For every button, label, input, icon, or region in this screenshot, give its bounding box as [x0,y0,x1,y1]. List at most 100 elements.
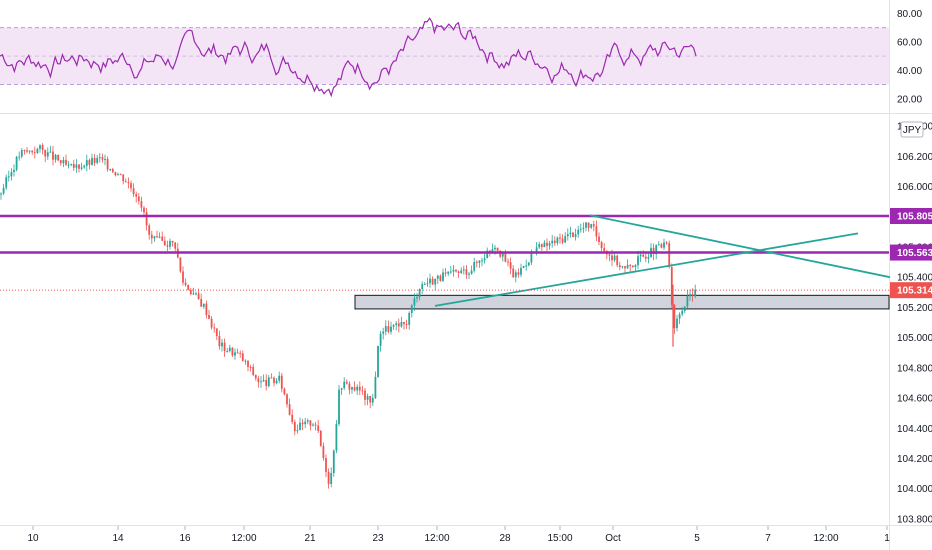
candle-body [600,242,603,249]
candle-body [434,278,437,285]
candle-body [197,293,200,300]
candle-body [374,376,377,398]
candle-body [681,310,684,315]
candle-body [161,236,164,241]
candle-body [312,424,314,426]
price-tick-label: 103.800 [897,514,932,525]
rsi-tick-label: 40.00 [897,66,922,77]
candle-body [301,422,304,425]
candle-body [551,240,554,244]
candle-body [611,255,613,261]
candle-body [517,272,520,275]
candle-body [130,183,132,189]
candle-body [590,224,593,228]
candle-body [52,151,54,160]
candle-body [332,450,335,474]
time-axis: 10 14 16 12:00 21 23 12:00 28 15:00 Oct 5 7 12:00 1 [27,526,890,544]
candle-body [46,152,49,157]
candle-body [431,278,434,285]
candle-body [44,149,47,157]
price-pane[interactable] [0,143,891,489]
support-zone [354,294,890,310]
candle-body [80,167,83,169]
candle-body [330,473,333,484]
candle-body [306,420,309,422]
candle-body [304,421,307,425]
candle-body [265,380,268,387]
candle-body [205,303,208,316]
candle-body [228,347,231,352]
candle-body [377,345,379,377]
candle-body [195,293,197,295]
candle-body [413,298,416,306]
currency-badge[interactable] [900,121,924,138]
candle-body [26,150,28,152]
candle-body [577,229,580,235]
candle-body [572,232,574,237]
candle-body [652,247,655,255]
candle-body [585,222,587,228]
candle-body [691,294,694,297]
price-tick-label: 104.000 [897,484,932,495]
candle-body [439,275,442,281]
level-label-box [890,244,932,261]
candle-body [455,269,457,272]
rsi-pane[interactable] [0,17,889,98]
candle-body [603,248,606,251]
candle-body [496,247,499,251]
candle-body [631,265,634,268]
candle-body [592,224,595,227]
candle-body [319,430,322,447]
candle-body [189,290,192,295]
candle-body [153,236,156,239]
time-tick-label: Oct [605,533,621,544]
candle-body [67,164,70,166]
candle-body [665,242,668,244]
trendline [434,232,859,307]
candle-body [158,236,161,238]
candle-body [348,383,351,390]
candle-body [28,150,31,152]
candle-body [426,283,429,285]
price-tick-label: 104.400 [897,424,932,435]
candle-body [239,352,242,354]
candle-body [135,194,138,197]
candle-body [171,240,174,243]
last-price-box [890,282,932,299]
candle-body [200,299,203,307]
candle-body [384,326,387,332]
price-tick-label: 106.200 [897,152,932,163]
candle-body [442,272,444,281]
candle-body [98,157,101,159]
time-tick-label: 16 [179,533,191,544]
candle-body [280,375,283,389]
candle-body [429,278,431,284]
candle-body [309,420,312,426]
candle-body [236,352,239,354]
candle-body [559,237,561,239]
level-label-box [890,207,932,224]
candle-body [392,325,395,327]
candle-body [254,375,257,379]
candle-body [148,225,151,235]
candle-body [668,243,671,268]
candle-body [561,238,564,243]
candle-body [371,397,374,403]
candle-body [7,176,10,178]
price-axis: 106.400106.200106.000105.800105.600105.4… [890,122,932,525]
candle-body [267,377,270,387]
candle-body [351,387,353,390]
candle-body [101,157,104,160]
candle-body [405,324,408,326]
candle-body [637,256,639,266]
candle-body [57,154,60,161]
time-tick-label: 21 [304,533,316,544]
candle-body [608,254,611,256]
candle-body [683,306,686,311]
candle-body [361,390,364,392]
candle-body [343,381,346,389]
level-label: 105.563 [897,248,932,259]
candle-body [41,145,44,150]
candle-body [36,148,39,153]
